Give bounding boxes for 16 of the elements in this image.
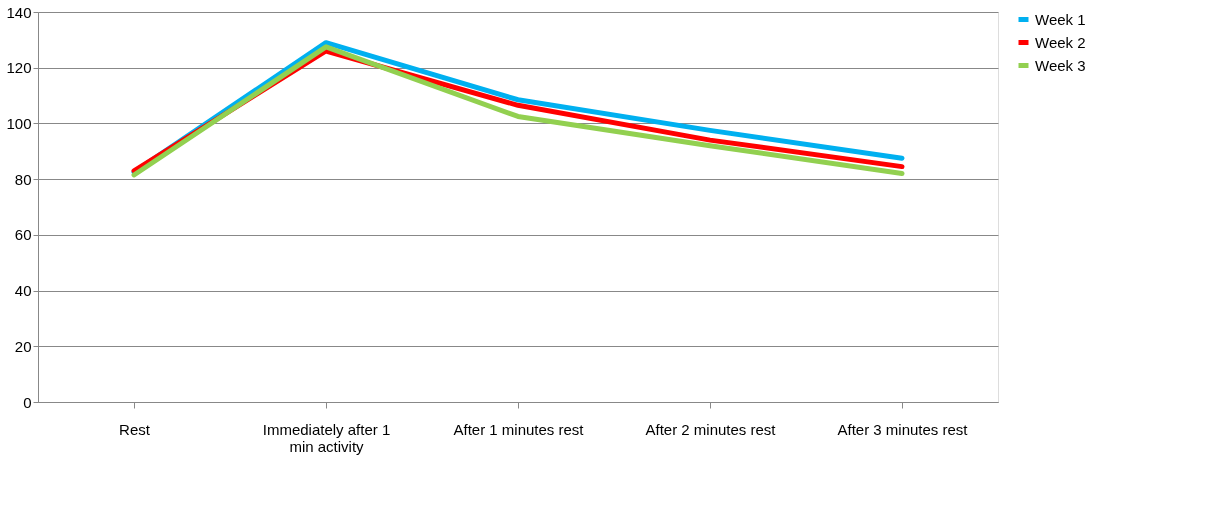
y-tick-label: 20 — [14, 337, 32, 355]
x-tick-label: Immediately after 1 min activity — [262, 420, 391, 455]
x-tick-label: After 1 minutes rest — [453, 420, 585, 438]
legend-label: Week 1 — [1035, 10, 1086, 28]
y-tick-label: 80 — [14, 170, 32, 188]
y-tick-label: 0 — [23, 393, 32, 411]
legend-label: Week 2 — [1035, 33, 1086, 51]
y-tick-label: 60 — [14, 226, 32, 244]
x-tick-label: After 3 minutes rest — [837, 420, 969, 438]
x-tick-label: After 2 minutes rest — [645, 420, 777, 438]
y-tick-label: 140 — [6, 3, 32, 21]
y-tick-label: 100 — [6, 114, 32, 132]
y-tick-label: 120 — [6, 59, 32, 77]
x-tick-label: Rest — [119, 420, 151, 438]
y-tick-label: 40 — [14, 282, 32, 300]
legend-label: Week 3 — [1035, 56, 1086, 74]
